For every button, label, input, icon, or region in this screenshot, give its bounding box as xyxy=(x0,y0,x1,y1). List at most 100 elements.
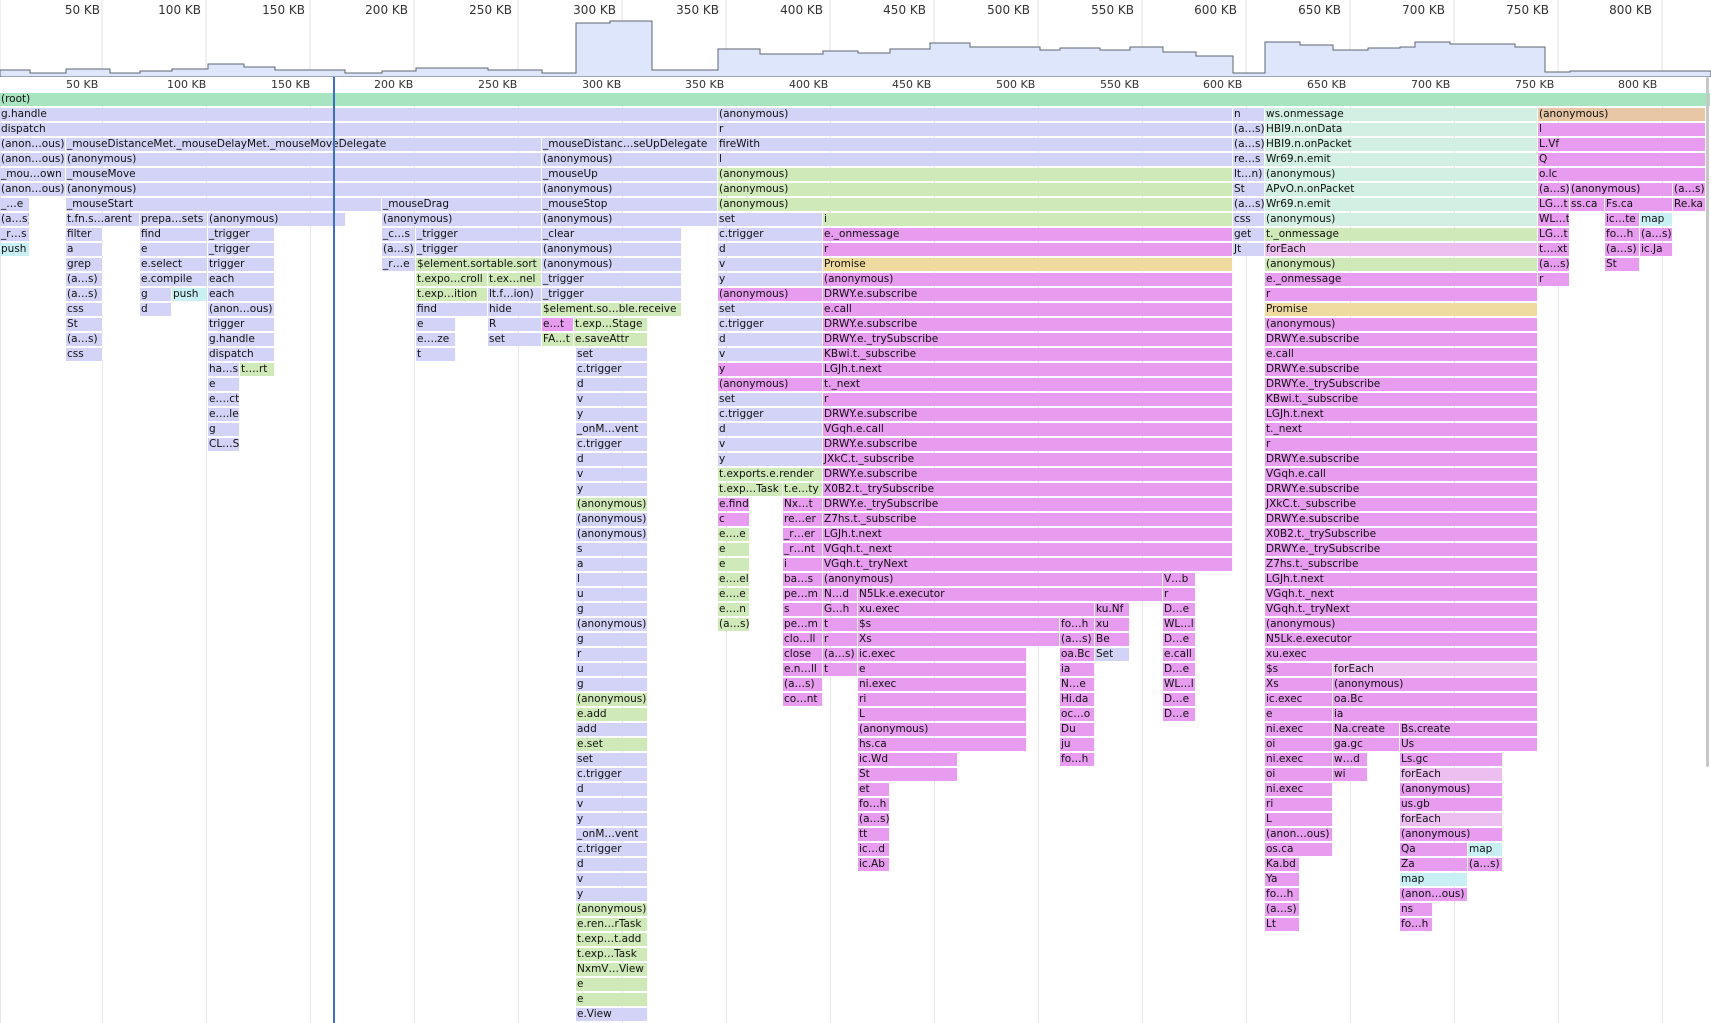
flame-frame[interactable]: (a…s) xyxy=(718,618,750,631)
flame-frame[interactable]: NxmV…View xyxy=(576,963,648,976)
flame-frame[interactable]: $element.so…ble.receive xyxy=(542,303,682,316)
flame-frame[interactable]: e.select xyxy=(140,258,208,271)
flame-frame[interactable]: d xyxy=(576,453,648,466)
flame-frame[interactable]: e….e xyxy=(718,588,750,601)
flame-frame[interactable]: ns xyxy=(1400,903,1433,916)
flame-frame[interactable]: fo…h xyxy=(1605,228,1640,241)
flame-frame[interactable]: LGJh.t.next xyxy=(823,528,1233,541)
flame-frame[interactable]: r xyxy=(576,648,648,661)
flame-frame[interactable]: LGJh.t.next xyxy=(823,363,1233,376)
flame-frame[interactable]: u xyxy=(576,588,648,601)
flame-frame[interactable]: (anon…ous) xyxy=(1400,888,1468,901)
flame-frame[interactable]: e.add xyxy=(576,708,648,721)
flame-frame[interactable]: Fs.ca xyxy=(1605,198,1673,211)
flame-frame[interactable]: L xyxy=(1265,813,1333,826)
flame-frame[interactable]: V…b xyxy=(1163,573,1196,586)
flame-frame[interactable]: _trigger xyxy=(416,243,542,256)
flame-frame[interactable]: N…d xyxy=(823,588,858,601)
flame-frame[interactable]: t xyxy=(823,618,858,631)
flame-frame[interactable]: e….ct xyxy=(208,393,240,406)
flame-frame[interactable]: a xyxy=(66,243,103,256)
flame-frame[interactable]: fo…h xyxy=(1400,918,1433,931)
flame-frame[interactable]: c.trigger xyxy=(576,438,648,451)
flame-frame[interactable]: re…s xyxy=(1233,153,1265,166)
flame-frame[interactable]: hs.ca xyxy=(858,738,1027,751)
flame-frame[interactable]: e xyxy=(576,993,648,1006)
flame-frame[interactable]: (anonymous) xyxy=(576,693,648,706)
flame-frame[interactable]: N5Lk.e.executor xyxy=(1265,633,1538,646)
flame-frame[interactable]: os.ca xyxy=(1265,843,1333,856)
flame-frame[interactable]: VGqh.t._tryNext xyxy=(1265,603,1538,616)
flame-frame[interactable]: g xyxy=(576,633,648,646)
flame-frame[interactable]: N…e xyxy=(1060,678,1095,691)
flame-frame[interactable]: forEach xyxy=(1265,243,1538,256)
flame-frame[interactable]: e….e xyxy=(718,528,750,541)
flame-frame[interactable]: c.trigger xyxy=(718,318,823,331)
flame-frame[interactable]: fo…h xyxy=(1265,888,1300,901)
flame-frame[interactable]: g xyxy=(208,423,240,436)
flame-frame[interactable]: DRWY.e.subscribe xyxy=(1265,453,1538,466)
flame-frame[interactable]: dispatch xyxy=(208,348,275,361)
flame-frame[interactable]: d xyxy=(140,303,172,316)
flame-frame[interactable]: push xyxy=(172,288,208,301)
flame-frame[interactable]: Promise xyxy=(823,258,1233,271)
flame-frame[interactable]: l xyxy=(576,573,648,586)
flame-frame[interactable]: t.exp…Task xyxy=(718,483,783,496)
flame-frame[interactable]: (anonymous) xyxy=(1265,258,1538,271)
flame-frame[interactable]: (anonymous) xyxy=(382,213,542,226)
flame-frame[interactable]: (root) xyxy=(0,93,1711,106)
flame-frame[interactable]: v xyxy=(576,468,648,481)
flame-frame[interactable]: (a…s) xyxy=(1673,183,1706,196)
flame-frame[interactable]: i xyxy=(783,558,823,571)
flame-frame[interactable]: g xyxy=(576,678,648,691)
flame-frame[interactable]: (anonymous) xyxy=(66,153,542,166)
flame-frame[interactable]: v xyxy=(718,258,823,271)
flame-frame[interactable]: t xyxy=(416,348,456,361)
flame-frame[interactable]: ia xyxy=(1060,663,1095,676)
flame-frame[interactable]: c.trigger xyxy=(718,408,823,421)
flame-frame[interactable]: e.n…ll xyxy=(783,663,823,676)
flame-frame[interactable]: push xyxy=(0,243,30,256)
flame-frame[interactable]: _onM…vent xyxy=(576,423,648,436)
flame-frame[interactable]: DRWY.e.subscribe xyxy=(823,318,1233,331)
flame-frame[interactable]: set xyxy=(576,348,648,361)
flame-frame[interactable]: St xyxy=(1605,258,1640,271)
flame-frame[interactable]: _onM…vent xyxy=(576,828,648,841)
flame-frame[interactable]: _mouseDistanceMet._mouseDelayMet._mouseM… xyxy=(66,138,542,151)
flame-frame[interactable]: oc…o xyxy=(1060,708,1095,721)
flame-frame[interactable]: (a…s) xyxy=(1233,198,1265,211)
flame-frame[interactable]: y xyxy=(718,273,823,286)
flame-frame[interactable]: LGJh.t.next xyxy=(1265,408,1538,421)
flame-frame[interactable]: KBwi.t._subscribe xyxy=(823,348,1233,361)
flame-frame[interactable]: (anon…ous) xyxy=(208,303,275,316)
flame-frame[interactable]: _mouseDrag xyxy=(382,198,542,211)
flame-frame[interactable]: (a…s) xyxy=(1538,183,1570,196)
flame-frame[interactable]: CL…S xyxy=(208,438,240,451)
flame-frame[interactable]: DRWY.e.subscribe xyxy=(1265,513,1538,526)
flame-frame[interactable]: (anonymous) xyxy=(576,903,648,916)
flame-frame[interactable]: trigger xyxy=(208,258,275,271)
flame-frame[interactable]: R xyxy=(488,318,542,331)
flame-frame[interactable]: ic.Ja xyxy=(1640,243,1673,256)
flame-frame[interactable]: t._onmessage xyxy=(1265,228,1538,241)
flame-frame[interactable]: a xyxy=(576,558,648,571)
flame-frame[interactable]: map xyxy=(1468,843,1503,856)
flame-frame[interactable]: v xyxy=(576,393,648,406)
flame-frame[interactable]: ic.exec xyxy=(858,648,1027,661)
flame-frame[interactable]: (a…s) xyxy=(1060,633,1095,646)
flame-frame[interactable]: d xyxy=(576,378,648,391)
flame-frame[interactable]: lt…n) xyxy=(1233,168,1265,181)
flame-frame[interactable]: forEach xyxy=(1400,768,1503,781)
flame-frame[interactable]: v xyxy=(718,438,823,451)
flame-frame[interactable]: D…e xyxy=(1163,663,1196,676)
flame-frame[interactable]: VGqh.e.call xyxy=(1265,468,1538,481)
flame-frame[interactable]: t.ex…nel xyxy=(488,273,542,286)
flame-frame[interactable]: (anonymous) xyxy=(718,183,1233,196)
flame-frame[interactable]: DRWY.e.subscribe xyxy=(1265,333,1538,346)
flame-frame[interactable]: WL…l xyxy=(1163,618,1196,631)
flame-frame[interactable]: e xyxy=(1265,708,1333,721)
flame-frame[interactable]: wi xyxy=(1333,768,1368,781)
flame-frame[interactable]: r xyxy=(1265,438,1538,451)
flame-frame[interactable]: DRWY.e.subscribe xyxy=(823,288,1233,301)
flame-frame[interactable]: Z7hs.t._subscribe xyxy=(1265,558,1538,571)
